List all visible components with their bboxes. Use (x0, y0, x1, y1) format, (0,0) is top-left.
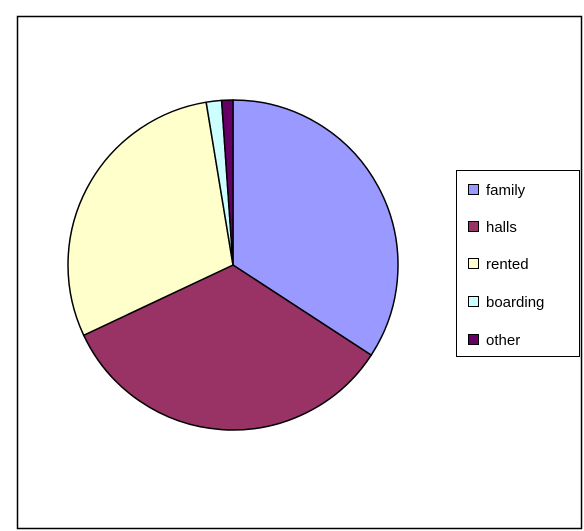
legend-label: boarding (486, 294, 544, 311)
legend-label: halls (486, 219, 517, 236)
legend-swatch (468, 184, 479, 195)
legend-swatch (468, 334, 479, 345)
legend-label: other (486, 332, 520, 349)
pie-slice (67, 101, 234, 337)
legend-swatch (468, 221, 479, 232)
legend-label: rented (486, 256, 529, 273)
pie-slice (220, 99, 234, 266)
legend-swatch (468, 258, 479, 269)
legend-swatch (468, 296, 479, 307)
legend-label: family (486, 182, 526, 199)
pie-slice (82, 264, 373, 431)
